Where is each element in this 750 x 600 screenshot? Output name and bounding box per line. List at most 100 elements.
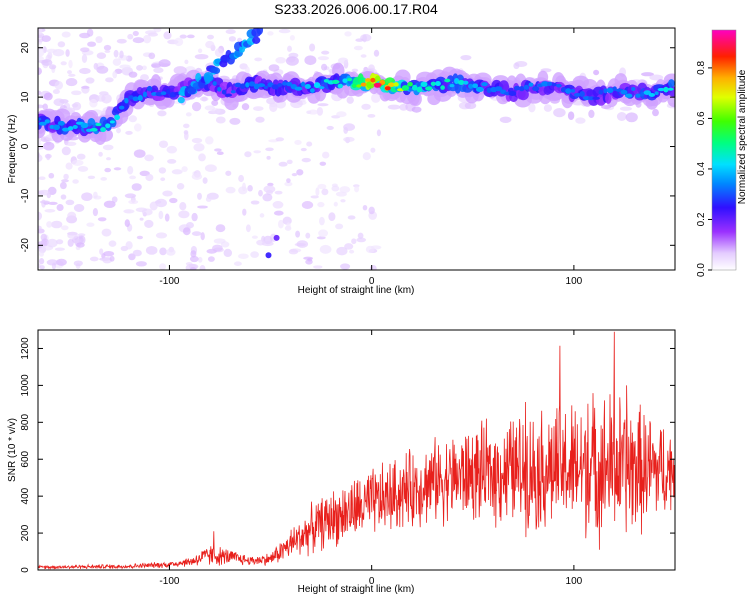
heatmap-blob <box>89 98 98 108</box>
heatmap-blob <box>48 64 57 70</box>
snr-panel: -100 0 100 0 200 400 600 800 1000 1200 Height of… <box>7 329 676 595</box>
heatmap-blob <box>60 61 67 66</box>
heatmap-blob <box>457 80 465 85</box>
heatmap-blob <box>252 36 261 44</box>
heatmap-blob <box>593 69 600 76</box>
spectrogram-y-ticks: -20 -10 0 10 20 <box>20 42 675 253</box>
heatmap-blob <box>245 82 250 88</box>
heatmap-blob <box>46 153 51 161</box>
heatmap-blob <box>335 223 344 230</box>
heatmap-blob <box>145 173 154 182</box>
heatmap-blob <box>215 116 226 124</box>
heatmap-blob <box>370 77 376 83</box>
heatmap-blob <box>160 177 166 182</box>
heatmap-blob <box>251 235 258 239</box>
heatmap-blob <box>53 124 60 131</box>
heatmap-blob <box>310 88 315 94</box>
heatmap-blob <box>166 145 178 154</box>
heatmap-blob <box>248 81 256 87</box>
heatmap-blob <box>625 112 638 123</box>
heatmap-blob <box>346 96 354 104</box>
heatmap-blob <box>46 238 58 248</box>
heatmap-blob <box>362 34 367 43</box>
heatmap-blob <box>163 31 172 40</box>
heatmap-blob <box>304 55 317 66</box>
heatmap-blob <box>183 131 189 141</box>
heatmap-blob <box>367 113 376 118</box>
heatmap-blob <box>182 227 191 236</box>
heatmap-blob <box>649 74 664 81</box>
heatmap-blob <box>124 97 129 104</box>
heatmap-blob <box>38 211 43 221</box>
heatmap-blob <box>112 70 118 79</box>
heatmap-blob <box>136 65 143 71</box>
heatmap-blob <box>101 228 112 237</box>
heatmap-blob <box>508 90 517 97</box>
heatmap-blob <box>97 217 107 222</box>
heatmap-blob <box>286 178 291 183</box>
heatmap-blob <box>284 181 293 187</box>
heatmap-blob <box>159 247 167 256</box>
heatmap-blob <box>273 210 284 216</box>
heatmap-blob <box>277 219 284 229</box>
heatmap-blob <box>347 215 356 220</box>
heatmap-blob <box>567 111 575 121</box>
heatmap-blob <box>449 83 455 88</box>
heatmap-blob <box>212 67 221 74</box>
heatmap-blob <box>76 242 85 248</box>
heatmap-blob <box>105 77 114 83</box>
heatmap-blob <box>53 98 65 106</box>
heatmap-blob <box>131 183 142 191</box>
snr-x-tick-label: -100 <box>159 576 179 587</box>
heatmap-blob <box>57 120 65 126</box>
colorbar-tick-label: 0.2 <box>696 212 707 226</box>
heatmap-blob <box>65 49 70 57</box>
colorbar-tick-label: 0.8 <box>696 61 707 75</box>
heatmap-blob <box>65 78 78 87</box>
heatmap-blob <box>49 124 55 129</box>
heatmap-blob <box>225 170 232 176</box>
heatmap-blob <box>278 161 288 167</box>
heatmap-blob <box>233 261 242 266</box>
heatmap-blob <box>313 265 323 269</box>
snr-y-tick-label: 400 <box>20 487 31 504</box>
heatmap-blob <box>360 82 367 87</box>
heatmap-blob <box>444 78 451 83</box>
heatmap-blob <box>401 85 410 91</box>
heatmap-blob <box>668 79 675 88</box>
snr-y-tick-label: 200 <box>20 524 31 541</box>
heatmap-blob <box>631 87 636 91</box>
heatmap-blob <box>229 117 241 125</box>
heatmap-blob <box>132 37 145 44</box>
heatmap-blob <box>158 167 167 174</box>
heatmap-blob <box>328 212 336 221</box>
heatmap-blob <box>85 77 95 84</box>
heatmap-blob <box>543 104 552 112</box>
heatmap-blob <box>162 190 173 197</box>
heatmap-blob <box>87 175 96 180</box>
heatmap-blob <box>464 102 477 110</box>
snr-y-tick-label: 600 <box>20 450 31 467</box>
heatmap-blob <box>132 30 139 36</box>
heatmap-blob <box>278 28 291 34</box>
heatmap-blob <box>60 194 67 200</box>
heatmap-blob <box>44 119 51 124</box>
heatmap-blob <box>67 211 77 221</box>
heatmap-blob <box>606 87 614 93</box>
heatmap-blob <box>102 144 114 151</box>
heatmap-blob <box>454 78 460 84</box>
heatmap-blob <box>96 65 109 74</box>
heatmap-blob <box>435 81 441 87</box>
heatmap-blob <box>102 256 113 264</box>
heatmap-blob <box>81 192 93 202</box>
heatmap-blob <box>342 78 348 84</box>
heatmap-blob <box>132 249 142 257</box>
heatmap-blob <box>43 92 53 101</box>
heatmap-blob <box>242 208 247 216</box>
heatmap-blob <box>164 213 170 222</box>
heatmap-blob <box>166 248 176 256</box>
heatmap-blob <box>95 122 102 127</box>
heatmap-blob <box>127 33 134 40</box>
